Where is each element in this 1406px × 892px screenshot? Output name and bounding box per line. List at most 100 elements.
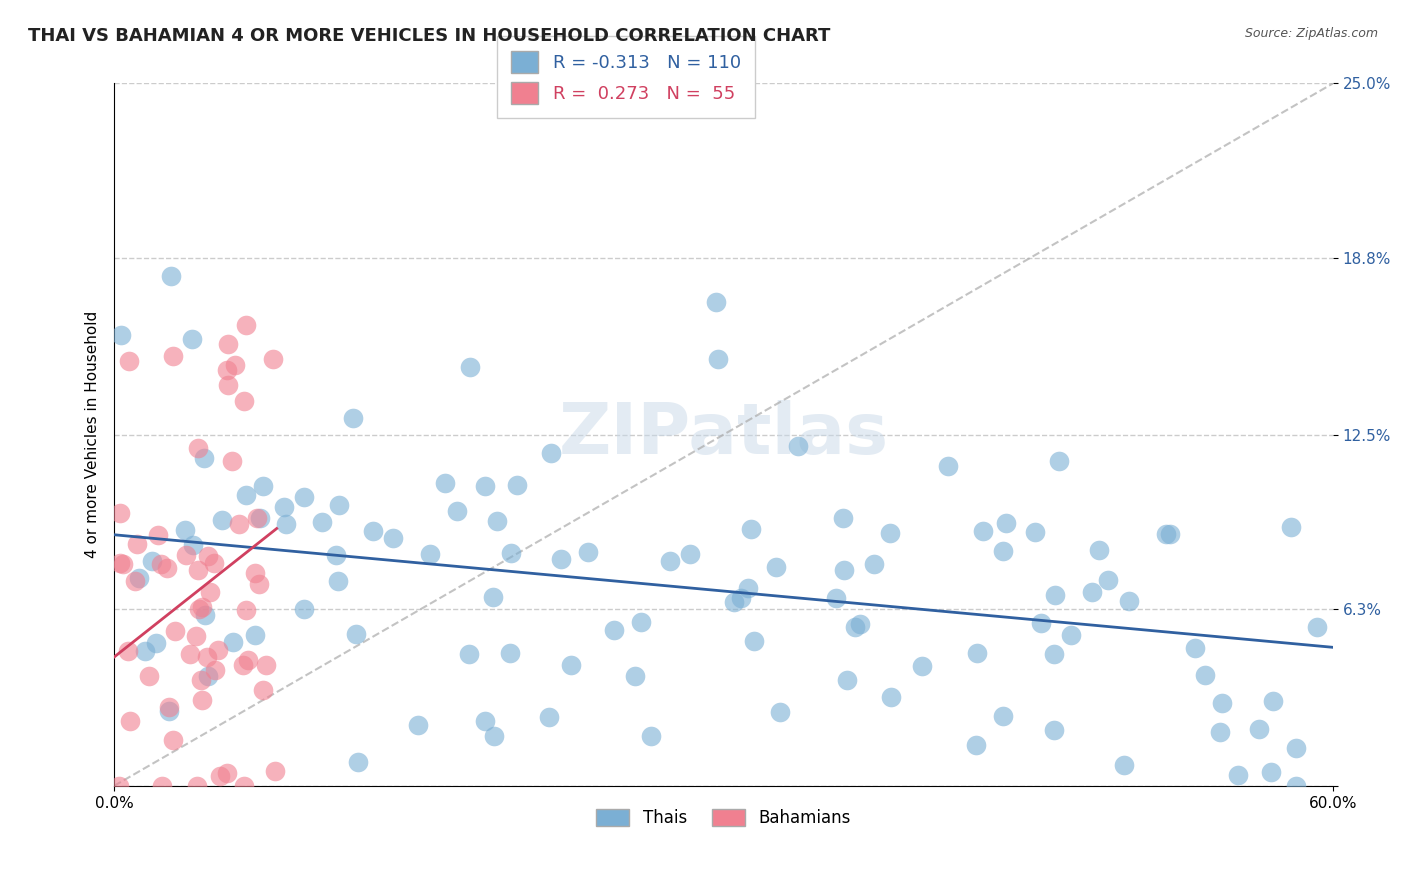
- Point: [148, 528, 170, 542]
- Point: [292, 491, 315, 505]
- Point: [184, 628, 207, 642]
- Point: [474, 478, 496, 492]
- Point: [138, 669, 160, 683]
- Point: [740, 522, 762, 536]
- Point: [486, 514, 509, 528]
- Point: [1118, 594, 1140, 608]
- Point: [880, 690, 903, 704]
- Point: [1159, 526, 1181, 541]
- Point: [235, 318, 257, 333]
- Point: [831, 511, 853, 525]
- Point: [862, 557, 884, 571]
- Text: Source: ZipAtlas.com: Source: ZipAtlas.com: [1244, 27, 1378, 40]
- Point: [706, 351, 728, 366]
- Point: [1285, 740, 1308, 755]
- Point: [125, 537, 148, 551]
- Point: [787, 438, 810, 452]
- Point: [1060, 628, 1083, 642]
- Point: [499, 546, 522, 560]
- Point: [190, 673, 212, 687]
- Point: [723, 595, 745, 609]
- Point: [128, 571, 150, 585]
- Point: [1097, 574, 1119, 588]
- Point: [458, 647, 481, 661]
- Point: [382, 531, 405, 545]
- Point: [245, 628, 267, 642]
- Point: [118, 354, 141, 368]
- Point: [274, 516, 297, 531]
- Point: [157, 700, 180, 714]
- Point: [180, 332, 202, 346]
- Point: [217, 362, 239, 376]
- Point: [262, 351, 284, 366]
- Point: [328, 498, 350, 512]
- Point: [188, 602, 211, 616]
- Point: [186, 779, 208, 793]
- Point: [207, 643, 229, 657]
- Point: [193, 451, 215, 466]
- Point: [165, 624, 187, 638]
- Point: [995, 516, 1018, 531]
- Point: [247, 577, 270, 591]
- Point: [344, 626, 367, 640]
- Point: [1088, 542, 1111, 557]
- Point: [704, 295, 727, 310]
- Point: [191, 600, 214, 615]
- Point: [849, 616, 872, 631]
- Point: [232, 658, 254, 673]
- Point: [311, 515, 333, 529]
- Point: [235, 603, 257, 617]
- Point: [1285, 779, 1308, 793]
- Point: [1154, 527, 1177, 541]
- Point: [1114, 757, 1136, 772]
- Legend: Thais, Bahamians: Thais, Bahamians: [589, 802, 858, 834]
- Point: [1260, 764, 1282, 779]
- Point: [208, 769, 231, 783]
- Point: [157, 704, 180, 718]
- Point: [150, 779, 173, 793]
- Point: [1184, 640, 1206, 655]
- Point: [145, 636, 167, 650]
- Point: [110, 328, 132, 343]
- Point: [141, 554, 163, 568]
- Point: [235, 488, 257, 502]
- Point: [1047, 454, 1070, 468]
- Point: [406, 718, 429, 732]
- Point: [108, 557, 131, 571]
- Point: [1042, 647, 1064, 661]
- Point: [342, 410, 364, 425]
- Point: [198, 584, 221, 599]
- Point: [499, 646, 522, 660]
- Point: [603, 624, 626, 638]
- Point: [844, 620, 866, 634]
- Point: [936, 458, 959, 473]
- Point: [236, 653, 259, 667]
- Point: [117, 644, 139, 658]
- Point: [252, 478, 274, 492]
- Point: [197, 669, 219, 683]
- Point: [482, 729, 505, 743]
- Point: [254, 657, 277, 672]
- Text: THAI VS BAHAMIAN 4 OR MORE VEHICLES IN HOUSEHOLD CORRELATION CHART: THAI VS BAHAMIAN 4 OR MORE VEHICLES IN H…: [28, 27, 831, 45]
- Y-axis label: 4 or more Vehicles in Household: 4 or more Vehicles in Household: [86, 311, 100, 558]
- Point: [1194, 668, 1216, 682]
- Point: [1279, 520, 1302, 534]
- Point: [1306, 620, 1329, 634]
- Point: [159, 269, 181, 284]
- Point: [506, 478, 529, 492]
- Point: [273, 500, 295, 515]
- Point: [679, 547, 702, 561]
- Point: [825, 591, 848, 605]
- Point: [111, 558, 134, 572]
- Point: [624, 669, 647, 683]
- Point: [474, 714, 496, 728]
- Point: [630, 615, 652, 629]
- Point: [640, 729, 662, 743]
- Point: [162, 732, 184, 747]
- Point: [730, 591, 752, 605]
- Point: [149, 557, 172, 571]
- Point: [292, 601, 315, 615]
- Point: [194, 608, 217, 623]
- Point: [204, 663, 226, 677]
- Point: [325, 548, 347, 562]
